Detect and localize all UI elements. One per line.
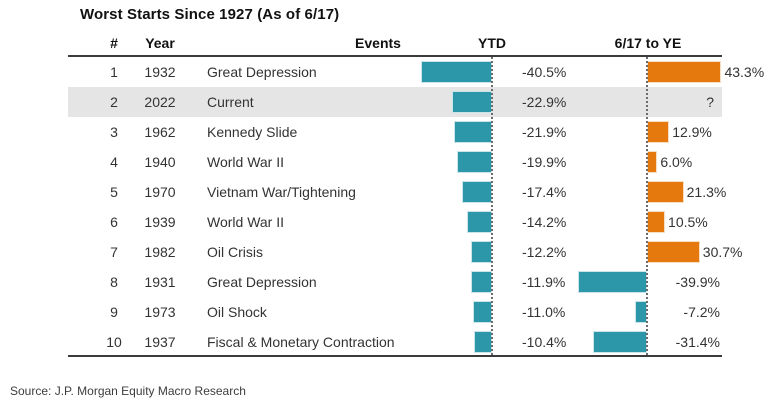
event-cell: World War II	[207, 214, 285, 230]
ye-value: -7.2%	[683, 304, 720, 320]
event-cell: World War II	[207, 154, 285, 170]
rank-cell: 7	[110, 244, 118, 260]
ytd-bar	[461, 181, 492, 203]
chart-title: Worst Starts Since 1927 (As of 6/17)	[80, 6, 340, 23]
table-header-row: # Year Events YTD 6/17 to YE	[68, 31, 722, 55]
rank-cell: 3	[110, 124, 118, 140]
ytd-bar	[470, 241, 492, 263]
table-row: 4 1940 World War II -19.9% 6.0%	[68, 147, 722, 177]
column-header-ye: 6/17 to YE	[614, 35, 682, 51]
ytd-bar	[453, 121, 492, 143]
ye-bar	[647, 181, 684, 203]
column-header-events: Events	[355, 35, 401, 51]
ye-value: 30.7%	[702, 244, 743, 260]
header-rule	[68, 55, 722, 57]
table-row: 7 1982 Oil Crisis -12.2% 30.7%	[68, 237, 743, 267]
event-cell: Kennedy Slide	[207, 124, 298, 140]
ye-value: -39.9%	[675, 274, 720, 290]
event-cell: Vietnam War/Tightening	[207, 184, 356, 200]
rank-cell: 8	[110, 274, 118, 290]
table-row: 8 1931 Great Depression -11.9% -39.9%	[68, 267, 722, 297]
ye-zero-baseline	[646, 57, 648, 355]
table-row: 6 1939 World War II -14.2% 10.5%	[68, 207, 722, 237]
ytd-bar	[472, 301, 492, 323]
rank-cell: 4	[110, 154, 118, 170]
year-cell: 1940	[144, 154, 176, 170]
ytd-value: -10.4%	[522, 334, 567, 350]
year-cell: 1982	[144, 244, 176, 260]
ytd-bar	[451, 91, 492, 113]
ye-bar	[647, 241, 700, 263]
ytd-value: -19.9%	[522, 154, 567, 170]
ytd-zero-baseline	[491, 57, 493, 355]
ytd-bar	[457, 151, 492, 173]
year-cell: 1962	[144, 124, 176, 140]
ye-bar	[647, 61, 722, 83]
table-row: 1 1932 Great Depression -40.5% 43.3%	[68, 57, 764, 87]
table-row: 9 1973 Oil Shock -11.0% -7.2%	[68, 297, 722, 327]
rank-cell: 6	[110, 214, 118, 230]
table-body: 1 1932 Great Depression -40.5% 43.3% 2 2022 Cur…	[68, 57, 764, 357]
ytd-value: -14.2%	[522, 214, 567, 230]
ytd-value: -21.9%	[522, 124, 567, 140]
ytd-value: -12.2%	[522, 244, 567, 260]
ye-bar	[647, 121, 670, 143]
year-cell: 2022	[144, 94, 176, 110]
ye-bar	[578, 271, 647, 293]
ye-value: 12.9%	[672, 124, 712, 140]
rank-cell: 2	[110, 94, 118, 110]
rank-cell: 9	[110, 304, 118, 320]
column-header-ytd: YTD	[478, 35, 506, 51]
ytd-value: -11.9%	[522, 274, 566, 290]
table-row: 10 1937 Fiscal & Monetary Contraction -10.4…	[68, 327, 722, 357]
ytd-bar	[473, 331, 492, 353]
table-row: 5 1970 Vietnam War/Tightening -17.4% 21.3%	[68, 177, 726, 207]
rank-cell: 5	[110, 184, 118, 200]
column-header-num: #	[110, 35, 118, 51]
ye-value: 43.3%	[724, 64, 765, 80]
ye-value: 10.5%	[668, 214, 708, 230]
ye-bar	[592, 331, 647, 353]
year-cell: 1932	[144, 64, 176, 80]
rank-cell: 1	[110, 64, 118, 80]
table-row: 2 2022 Current -22.9%?	[68, 87, 722, 117]
ytd-value: -17.4%	[522, 184, 567, 200]
year-cell: 1939	[144, 214, 176, 230]
year-cell: 1973	[144, 304, 176, 320]
ytd-bar	[467, 211, 492, 233]
ye-bar	[647, 151, 658, 173]
year-cell: 1937	[144, 334, 176, 350]
ytd-value: -40.5%	[522, 64, 567, 80]
year-cell: 1931	[144, 274, 176, 290]
bottom-rule	[68, 355, 722, 357]
year-cell: 1970	[144, 184, 176, 200]
event-cell: Current	[207, 94, 254, 110]
table-row: 3 1962 Kennedy Slide -21.9% 12.9%	[68, 117, 722, 147]
ye-bar	[647, 211, 666, 233]
ytd-bar	[421, 61, 492, 83]
event-cell: Oil Shock	[207, 304, 267, 320]
rank-cell: 10	[106, 334, 122, 350]
event-cell: Fiscal & Monetary Contraction	[207, 334, 395, 350]
source-note: Source: J.P. Morgan Equity Macro Researc…	[10, 384, 246, 398]
ytd-value: -11.0%	[522, 304, 566, 320]
ye-value-unknown: ?	[706, 94, 714, 110]
ye-value: 6.0%	[660, 154, 693, 170]
ye-value: -31.4%	[675, 334, 720, 350]
ye-value: 21.3%	[686, 184, 727, 200]
event-cell: Great Depression	[207, 64, 317, 80]
ytd-value: -22.9%	[522, 94, 567, 110]
ytd-bar	[471, 271, 492, 293]
event-cell: Great Depression	[207, 274, 317, 290]
column-header-year: Year	[145, 35, 175, 51]
event-cell: Oil Crisis	[207, 244, 263, 260]
